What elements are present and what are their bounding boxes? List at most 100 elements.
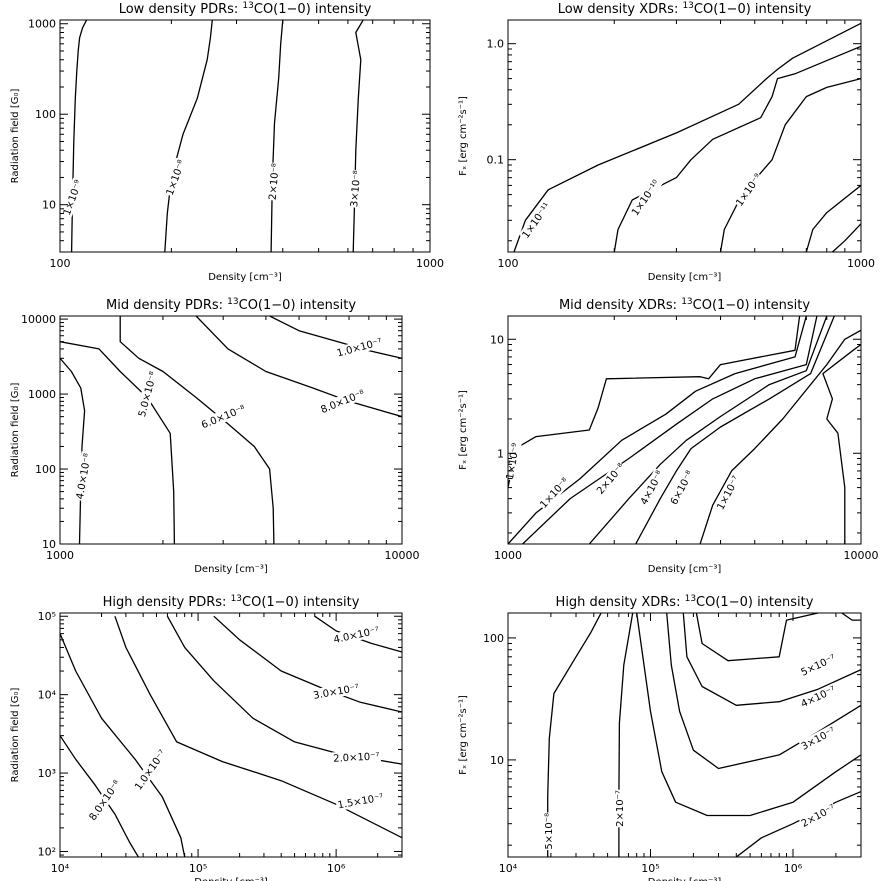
contour-label-text: 3×10⁻⁸ [349,170,363,208]
contour-label: 6×10⁻⁸ [667,468,696,508]
x-tick-label: 10⁵ [189,862,207,875]
contour-line [269,316,402,359]
x-axis-label: Density [cm⁻³] [648,564,722,575]
y-tick-label: 0.1 [487,154,505,167]
contour-label-text: 2.0×10⁻⁷ [333,751,380,764]
x-tick-label: 10000 [844,549,879,562]
contour-label-text: 5×10⁻⁷ [800,653,838,679]
contour-line [60,357,86,544]
contour-label-text: 2×10⁻⁸ [595,462,627,497]
contour-line [831,223,861,252]
contour-label: 1×10⁻⁷ [713,473,742,513]
contour-label: 4.0×10⁻⁸ [73,451,94,502]
y-tick-label: 10⁵ [38,610,56,623]
contour-label: 1×10⁻⁹ [732,170,764,209]
contour-group [508,316,861,544]
contour-label: 2.0×10⁻⁷ [331,749,381,765]
y-tick-label: 10000 [21,313,56,326]
contour-line [119,316,275,544]
contour-label: 1.0×10⁻⁷ [334,335,385,360]
y-tick-label: 10 [490,754,504,767]
contour-label: 5×10⁻⁸ [542,812,555,851]
plot-frame [507,315,862,545]
contour-label: 4.0×10⁻⁷ [331,623,382,646]
plot-frame [59,315,403,545]
y-tick-label: 10³ [38,767,56,780]
x-tick-label: 10⁴ [51,862,70,875]
x-tick-label: 10⁵ [641,862,659,875]
contour-label: 8.0×10⁻⁸ [317,386,368,417]
contour-label-text: 1.0×10⁻⁷ [133,748,169,792]
contour-label: 2×10⁻⁷ [613,789,626,828]
contour-label: 1×10⁻⁸ [536,474,571,511]
contour-line [195,316,402,418]
chart-title: Mid density PDRs: 13CO(1−0) intensity [106,297,356,313]
contour-line [635,316,835,544]
x-axis-label: Density [cm⁻³] [194,877,268,881]
contour-label: 2×10⁻⁸ [266,162,282,201]
x-tick-label: 100 [498,257,519,270]
contour-line [547,613,602,857]
chart-panel: 4.0×10⁻⁸5.0×10⁻⁸ 6.0×10⁻⁸8.0×10⁻⁸1.0×10⁻⁷… [10,297,420,575]
contour-label-text: 6×10⁻⁸ [669,469,696,507]
contour-label-text: 2×10⁻⁸ [268,163,282,201]
contour-label-text: 8.0×10⁻⁸ [88,779,124,823]
contour-label: 1×10⁻⁹ [60,177,85,218]
x-axis-label: Density [cm⁻³] [208,272,282,283]
y-axis-label: Fₓ [erg cm⁻²s⁻¹] [458,390,469,470]
contour-label-text: 2×10⁻⁷ [615,790,626,827]
chart-title: High density PDRs: 13CO(1−0) intensity [103,594,360,610]
contour-label: 1×10⁻¹⁰ [628,176,663,219]
contour-group [513,22,861,252]
x-axis-label: Density [cm⁻³] [648,272,722,283]
contour-line [719,77,861,252]
y-axis-label: Radiation field [G₀] [10,383,21,478]
chart-title: Mid density XDRs: 13CO(1−0) intensity [559,297,810,313]
chart-title: High density XDRs: 13CO(1−0) intensity [556,594,814,610]
x-tick-label: 1000 [416,257,444,270]
contour-line [613,45,861,252]
contour-label-text: 1.0×10⁻⁷ [336,337,384,360]
contour-label: 1×10⁻⁸ [163,157,188,198]
y-tick-label: 10² [38,845,56,858]
contour-line [508,316,807,544]
plot-frame [59,19,431,253]
contour-label: 3×10⁻⁷ [798,724,838,753]
contour-line [60,633,186,857]
contour-group [70,20,364,252]
contour-line [522,316,818,544]
chart-panel: 1×10⁻⁹ 1×10⁻⁸ 2×10⁻⁸ 3×10⁻⁸ 100 1000 10 100 1000… [10,1,444,283]
x-tick-label: 1000 [494,549,522,562]
contour-label-text: 1×10⁻⁸ [538,476,571,511]
x-axis-label: Density [cm⁻³] [648,877,722,881]
contour-label-text: 1×10⁻⁹ [505,442,522,480]
contour-line [513,22,861,252]
contour-label-text: 1×10⁻⁹ [734,172,764,208]
y-axis-label: Radiation field [G₀] [10,89,21,184]
contour-label-text: 1×10⁻⁸ [165,159,188,197]
contour-line [805,184,861,252]
plot-frame [507,612,862,858]
chart-panel: 1×10⁻⁹ 1×10⁻⁸ 2×10⁻⁸ 4×10⁻⁸ 6×10⁻⁸ 1×10⁻⁷ 1000… [458,297,879,575]
contour-line [114,615,402,839]
contour-line [70,20,88,252]
plot-frame [59,612,403,858]
contour-line [822,343,861,544]
y-tick-label: 10 [490,333,504,346]
y-tick-label: 10 [42,199,56,212]
chart-title: Low density XDRs: 13CO(1−0) intensity [558,1,812,17]
contour-label: 8.0×10⁻⁸ [85,776,124,824]
contour-line [270,20,284,252]
chart-panel: 8.0×10⁻⁸1.0×10⁻⁷ 1.5×10⁻⁷ 2.0×10⁻⁷ 3.0×10⁻⁷… [10,594,403,881]
contour-label-text: 5×10⁻⁸ [544,813,555,850]
y-tick-label: 100 [35,108,56,121]
contour-line [60,735,139,857]
contour-label: 1.0×10⁻⁷ [131,746,170,794]
y-tick-label: 1 [497,447,504,460]
x-tick-label: 10⁶ [327,862,346,875]
contour-label: 2×10⁻⁷ [798,801,838,830]
contour-label-text: 1×10⁻⁹ [62,179,85,217]
y-axis-label: Radiation field [G₀] [10,688,21,783]
